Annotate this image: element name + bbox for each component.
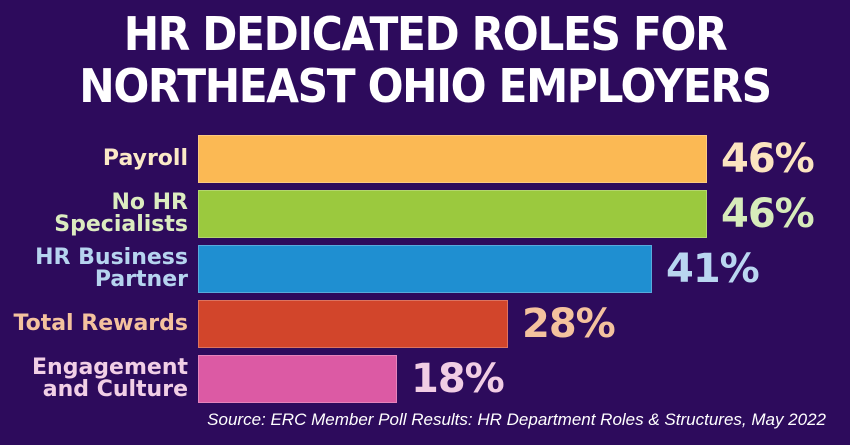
source-note: Source: ERC Member Poll Results: HR Depa… — [207, 410, 826, 429]
bar — [198, 300, 508, 348]
bar-label: Payroll — [102, 146, 188, 171]
bar-row: No HR Specialists 46% — [0, 190, 850, 238]
bar-row: HR Business Partner 41% — [0, 245, 850, 293]
bar-row: Engagement and Culture 18% — [0, 355, 850, 403]
bar-label: No HR Specialists — [54, 190, 188, 237]
title-line-1: HR DEDICATED ROLES FOR — [123, 7, 728, 61]
bar-label: Engagement and Culture — [32, 355, 188, 402]
bar-value-label: 46% — [721, 191, 815, 237]
chart-title: HR DEDICATED ROLES FOR NORTHEAST OHIO EM… — [34, 8, 816, 112]
bar-value-label: 18% — [411, 356, 505, 402]
bar — [198, 135, 707, 183]
bar-value-label: 41% — [666, 246, 760, 292]
bar — [198, 355, 397, 403]
bar-label: HR Business Partner — [35, 245, 188, 292]
bar — [198, 245, 652, 293]
bar-value-label: 28% — [522, 301, 616, 347]
bar-row: Total Rewards 28% — [0, 300, 850, 348]
bar — [198, 190, 707, 238]
bar-row: Payroll 46% — [0, 135, 850, 183]
bar-label: Total Rewards — [13, 311, 189, 336]
title-line-2: NORTHEAST OHIO EMPLOYERS — [79, 59, 772, 113]
bar-value-label: 46% — [721, 136, 815, 182]
